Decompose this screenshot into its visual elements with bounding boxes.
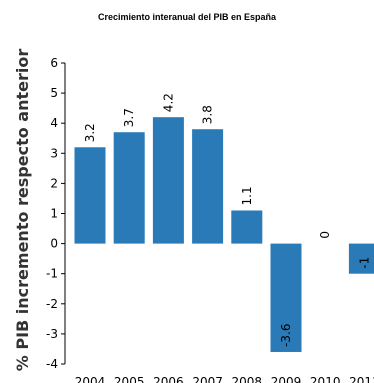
x-tick-label: 2009 xyxy=(271,375,302,383)
bars-group xyxy=(74,117,374,352)
data-label: 3.8 xyxy=(201,105,215,124)
bar xyxy=(192,129,224,244)
x-tick-label: 2011 xyxy=(349,375,374,383)
y-tick-label: 2 xyxy=(50,176,58,190)
y-tick-label: 4 xyxy=(50,116,58,130)
data-label: 3.7 xyxy=(122,108,136,127)
data-label: 0 xyxy=(318,231,332,239)
bar xyxy=(152,117,184,244)
data-label: 1.1 xyxy=(240,186,254,205)
data-label: 4.2 xyxy=(161,93,175,112)
y-tick-label: 1 xyxy=(50,207,58,221)
y-tick-label: -4 xyxy=(46,357,58,371)
bar xyxy=(270,243,302,352)
y-tick-label: 5 xyxy=(50,86,58,100)
y-tick-label: -3 xyxy=(46,327,58,341)
x-axis: 2004 2005 2006 2007 2008 2009 2010 2011 xyxy=(75,375,374,383)
x-tick-label: 2007 xyxy=(192,375,223,383)
data-label: -1 xyxy=(357,257,371,269)
chart-title: Crecimiento interanual del PIB en España xyxy=(97,12,277,22)
y-tick-label: -2 xyxy=(46,297,58,311)
y-axis-title: % PIB incremento respecto anterior xyxy=(13,49,32,372)
bar xyxy=(231,210,263,244)
y-tick-label: 0 xyxy=(50,237,58,251)
bar xyxy=(348,243,374,274)
bar xyxy=(113,132,145,244)
y-tick-label: 3 xyxy=(50,146,58,160)
x-tick-label: 2010 xyxy=(310,375,341,383)
y-axis: -4 -3 -2 -1 0 1 2 3 4 5 6 xyxy=(46,56,66,371)
x-tick-label: 2005 xyxy=(114,375,145,383)
data-label: -3.6 xyxy=(279,324,293,347)
x-tick-label: 2006 xyxy=(153,375,184,383)
x-tick-label: 2004 xyxy=(75,375,106,383)
y-tick-label: -1 xyxy=(46,267,58,281)
y-tick-label: 6 xyxy=(50,56,58,70)
x-tick-label: 2008 xyxy=(232,375,263,383)
data-labels-group: 3.2 3.7 4.2 3.8 1.1 -3.6 0 -1 xyxy=(83,93,371,347)
data-label: 3.2 xyxy=(83,123,97,142)
bar xyxy=(74,147,106,244)
